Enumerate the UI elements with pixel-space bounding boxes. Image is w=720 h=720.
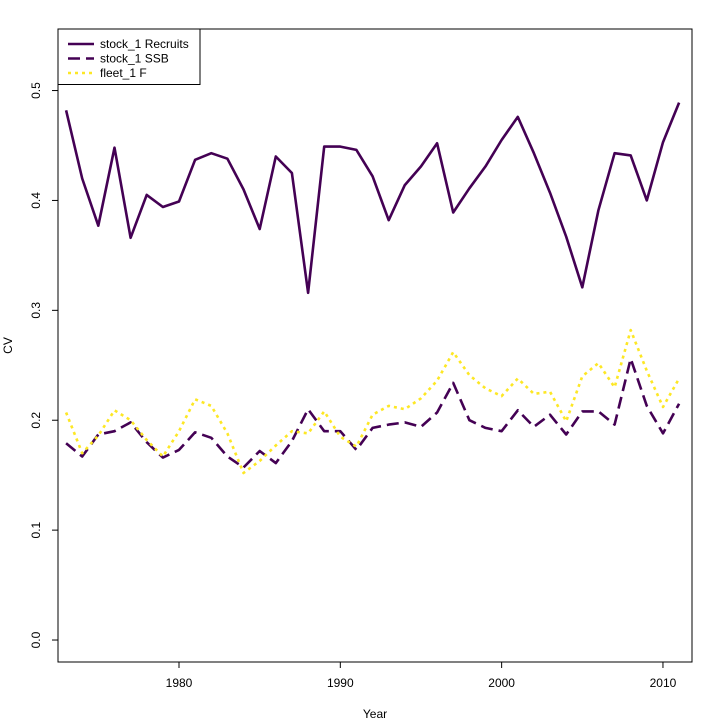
x-axis: 1980 1990 2000 2010 [166,661,677,690]
x-axis-title: Year [363,707,387,720]
x-tick-label: 2010 [650,676,677,690]
y-tick-label: 0.1 [29,521,43,538]
series-line-1 [64,102,681,295]
plot-lines [64,102,681,475]
y-tick-label: 0.4 [29,192,43,209]
plot-frame [57,28,693,663]
legend-label-1: stock_1 Recruits [100,37,189,51]
y-axis: 0.0 0.1 0.2 0.3 0.4 0.5 [29,82,59,648]
series-line-3 [64,328,681,475]
y-tick-label: 0.2 [29,412,43,429]
y-tick-label: 0.3 [29,302,43,319]
y-axis-title: CV [1,337,15,354]
y-tick-label: 0.0 [29,631,43,648]
legend-label-2: stock_1 SSB [100,52,169,66]
x-tick-label: 1990 [327,676,354,690]
x-tick-label: 2000 [488,676,515,690]
legend-label-3: fleet_1 F [100,66,147,80]
legend-box [57,28,201,85]
series-line-2 [65,357,681,469]
y-tick-label: 0.5 [29,82,43,99]
x-tick-label: 1980 [166,676,193,690]
